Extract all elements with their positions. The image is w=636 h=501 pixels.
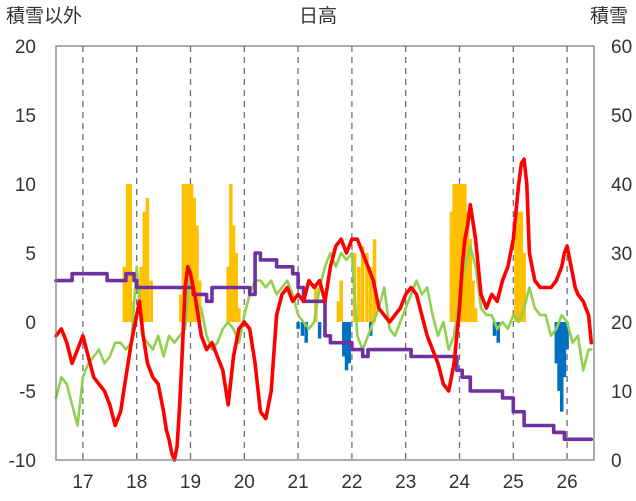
blue-bar [559,322,564,412]
y-right-tick: 10 [611,382,632,403]
blue-bar [304,322,308,343]
x-tick: 24 [449,472,471,493]
orange-bar [357,266,361,322]
orange-bar [519,211,524,322]
orange-bar [197,280,202,322]
orange-bar [226,266,230,322]
orange-bar [516,211,521,322]
y-right-tick: 50 [611,106,632,127]
orange-bar [471,280,475,322]
orange-bar [189,184,194,322]
orange-bar [125,184,130,322]
orange-bar [237,308,241,322]
y-right-tick: 40 [611,175,632,196]
orange-bar [336,301,341,322]
orange-bar [465,211,470,322]
orange-bar [522,253,526,322]
x-tick: 22 [341,472,362,493]
y-left-tick: -5 [19,382,36,403]
red-line [54,157,594,462]
orange-bar [473,308,478,322]
y-right-tick: 20 [611,313,632,334]
line-series [54,157,594,462]
blue-bar [342,322,346,357]
x-tick: 20 [234,472,255,493]
blue-bar [492,322,497,336]
x-tick: 26 [557,472,578,493]
y-right-tick: 30 [611,244,632,265]
blue-bar [565,322,569,350]
orange-bar [452,184,456,322]
x-tick: 25 [503,472,524,493]
orange-bar [192,197,197,322]
orange-bar [181,184,186,322]
y-left-tick: -10 [9,451,36,472]
orange-bar [179,294,183,322]
orange-bar [184,184,188,322]
y-left-tick: 0 [25,313,36,334]
left-axis-label: 積雪以外 [6,5,82,27]
orange-bar [187,184,191,322]
x-tick: 23 [395,472,416,493]
x-tick: 18 [126,472,147,493]
blue-bar [296,322,300,329]
orange-bar [468,239,473,322]
orange-bar [231,225,236,322]
orange-bar [365,253,369,322]
orange-bar [145,197,150,322]
orange-bar [368,266,373,322]
blue-bar [300,322,305,336]
orange-bar [142,211,146,322]
x-tick: 17 [72,472,93,493]
x-tick: 19 [180,472,201,493]
y-left-tick: 10 [15,175,36,196]
orange-bar [455,184,459,322]
y-right-tick: 60 [611,37,632,58]
orange-bar [360,246,365,322]
orange-bar [195,225,199,322]
orange-bar [149,280,153,322]
y-left-tick: 15 [15,106,36,127]
vertical-gridlines [82,46,568,460]
y-left-tick: 20 [15,37,36,58]
orange-bar [122,266,127,322]
chart-title: 日高 [299,5,337,27]
orange-bar [339,280,343,322]
blue-bar [317,322,322,339]
orange-bar [139,266,143,322]
y-left-tick: 5 [25,244,36,265]
blue-bar [557,322,561,391]
bar-series [122,184,569,412]
orange-bar [449,211,454,322]
orange-bar [457,184,462,322]
blue-bar [344,322,349,371]
blue-bar [496,322,500,343]
orange-bar [514,225,518,322]
orange-bar [229,184,233,322]
x-tick: 21 [288,472,309,493]
blue-bar [562,322,567,378]
right-axis-label: 積雪 [590,5,628,27]
blue-bar [554,322,559,364]
plot-frame [55,45,595,461]
y-right-tick: 0 [611,451,622,472]
orange-bar [128,184,132,322]
